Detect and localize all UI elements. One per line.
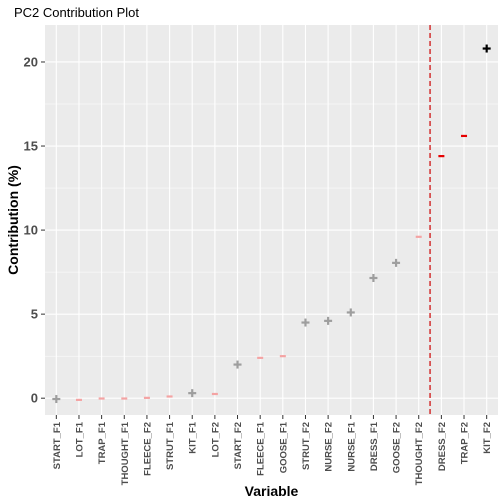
- x-tick-label: DRESS_F1: [369, 421, 380, 471]
- y-axis-ticks: 0 5 10 15 20: [24, 54, 45, 405]
- y-tick-label: 0: [31, 391, 38, 406]
- x-tick-label: FLEECE_F1: [256, 421, 267, 476]
- x-axis-ticks: START_F1 LOT_F1 TRAP_F1 THOUGHT_F1 FLEECE_F2…: [52, 415, 493, 485]
- x-tick-label: LOT_F2: [210, 422, 221, 457]
- x-tick-label: TRAP_F2: [460, 422, 471, 464]
- y-tick-label: 5: [31, 307, 38, 322]
- x-tick-label: STRUT_F1: [165, 421, 176, 470]
- x-tick-label: GOOSE_F1: [278, 421, 289, 473]
- y-tick-label: 20: [24, 54, 38, 69]
- x-axis-label: Variable: [245, 483, 299, 499]
- x-tick-label: THOUGHT_F2: [414, 422, 425, 485]
- chart-title: PC2 Contribution Plot: [14, 5, 139, 20]
- x-tick-label: FLEECE_F2: [142, 422, 153, 476]
- x-tick-label: STRUT_F2: [301, 422, 312, 470]
- x-tick-label: KIT_F2: [482, 422, 493, 454]
- y-axis-label: Contribution (%): [5, 165, 21, 275]
- y-tick-label: 10: [24, 223, 38, 238]
- x-tick-label: NURSE_F1: [346, 421, 357, 471]
- x-tick-label: THOUGHT_F1: [120, 421, 131, 485]
- x-tick-label: GOOSE_F2: [392, 422, 403, 473]
- x-tick-label: DRESS_F2: [437, 422, 448, 471]
- x-tick-label: LOT_F1: [74, 421, 85, 457]
- x-tick-label: TRAP_F1: [97, 421, 108, 464]
- x-tick-label: NURSE_F2: [324, 422, 335, 472]
- y-tick-label: 15: [24, 139, 38, 154]
- x-tick-label: START_F2: [233, 422, 244, 469]
- x-tick-label: KIT_F1: [188, 421, 199, 453]
- x-tick-label: START_F1: [52, 421, 63, 469]
